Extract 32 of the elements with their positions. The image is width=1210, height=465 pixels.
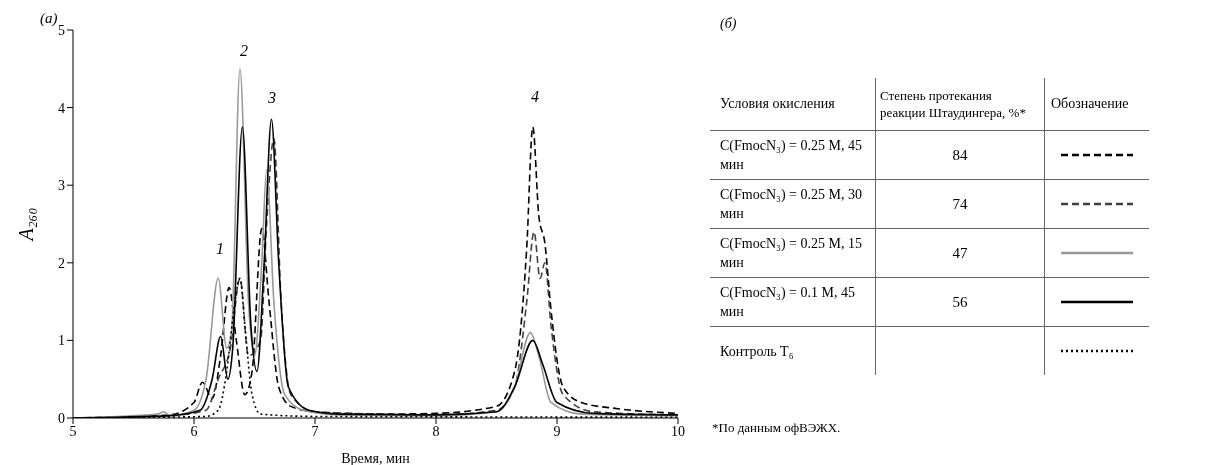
- y-tick-label: 1: [58, 333, 65, 349]
- data-label: 74: [875, 179, 1045, 229]
- text: *По данным офВЭЖХ.: [712, 420, 841, 436]
- annotation: 2: [240, 42, 248, 60]
- chart-title: (а): [40, 10, 58, 27]
- x-tick-label: 7: [311, 423, 319, 439]
- category-label: C(FmocN₃) = 0.25 M, 45 мин: [710, 130, 876, 180]
- category-label: C(FmocN₃) = 0.1 M, 45 мин: [710, 277, 876, 327]
- text: (б): [720, 16, 737, 32]
- data-label: 56: [875, 277, 1045, 327]
- x-tick-label: 9: [553, 423, 561, 439]
- x-tick-label: 6: [190, 423, 198, 439]
- y-axis-title: A₂₆₀: [15, 207, 38, 243]
- y-tick-label: 3: [58, 178, 65, 194]
- x-tick-label: 8: [432, 423, 440, 439]
- x-tick-label: 10: [671, 423, 685, 439]
- category-label: C(FmocN₃) = 0.25 M, 15 мин: [710, 228, 876, 278]
- data-label: 47: [875, 228, 1045, 278]
- y-tick-label: 2: [58, 255, 65, 271]
- y-tick-label: 5: [58, 22, 65, 38]
- category-label: C(FmocN₃) = 0.25 M, 30 мин: [710, 179, 876, 229]
- annotation: 3: [268, 89, 276, 107]
- data-label: 84: [875, 130, 1045, 180]
- annotation: 4: [531, 88, 539, 106]
- text: Степень протекания реакции Штаудингера, %*: [875, 78, 1045, 131]
- annotation: 1: [216, 240, 224, 258]
- y-tick-label: 0: [58, 410, 65, 426]
- y-tick-label: 4: [58, 100, 65, 116]
- x-tick-label: 5: [69, 423, 77, 439]
- category-label: Контроль T₆: [710, 326, 876, 375]
- text: Условия окисления: [719, 95, 836, 113]
- text: Обозначение: [1044, 78, 1149, 131]
